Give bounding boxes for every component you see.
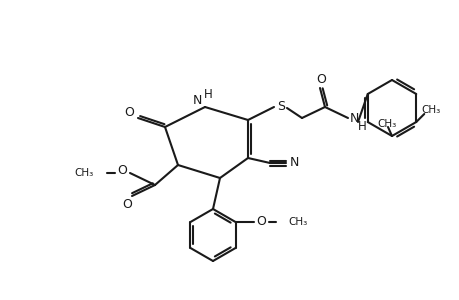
Text: S: S <box>276 100 285 112</box>
Text: H: H <box>203 88 212 100</box>
Text: H: H <box>357 121 365 134</box>
Text: O: O <box>122 199 132 212</box>
Text: CH₃: CH₃ <box>421 105 440 115</box>
Text: O: O <box>124 106 134 119</box>
Text: CH₃: CH₃ <box>74 168 94 178</box>
Text: N: N <box>348 112 358 125</box>
Text: O: O <box>117 164 127 178</box>
Text: N: N <box>192 94 201 106</box>
Text: N: N <box>289 157 298 169</box>
Text: CH₃: CH₃ <box>376 119 396 129</box>
Text: O: O <box>256 215 266 229</box>
Text: CH₃: CH₃ <box>288 217 307 227</box>
Text: O: O <box>315 73 325 85</box>
